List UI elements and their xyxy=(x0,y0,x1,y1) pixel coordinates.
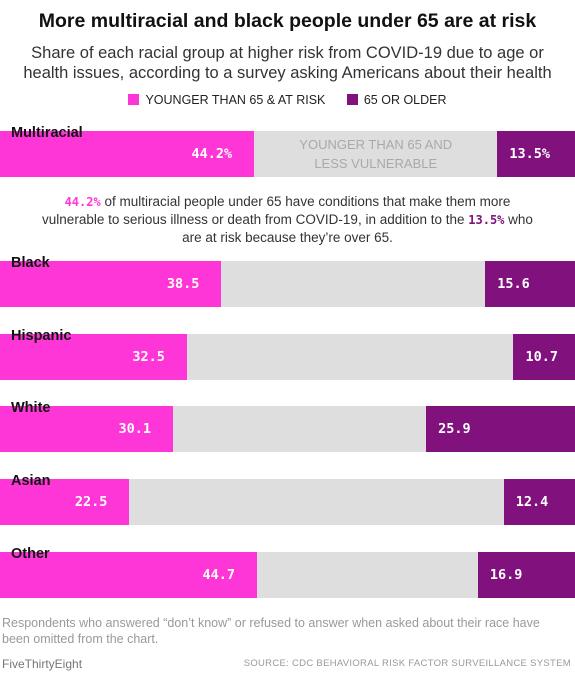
annotation-value-young: 44.2% xyxy=(64,195,101,209)
row-label-asian: Asian xyxy=(11,473,51,489)
bar-young-black xyxy=(0,261,222,307)
bar-old-asian xyxy=(503,479,575,525)
bar-young-multiracial xyxy=(0,131,255,177)
subtitle-line-1: Share of each racial group at higher ris… xyxy=(31,44,544,62)
bar-young-hispanic xyxy=(0,334,187,380)
row-label-other: Other xyxy=(11,546,50,562)
bar-track-white: 30.1 25.9 xyxy=(0,406,575,452)
bar-track-other: 44.7 16.9 xyxy=(0,552,575,598)
bar-old-hispanic xyxy=(513,334,575,380)
legend-swatch-young xyxy=(128,93,140,105)
value-label-young-multiracial: 44.2% xyxy=(191,146,233,162)
legend-swatch-old xyxy=(346,93,358,105)
bar-young-white xyxy=(0,406,174,452)
middle-label-line-2: LESS VULNERABLE xyxy=(314,156,438,171)
value-label-young-other: 44.7 xyxy=(202,567,236,583)
bar-track-black: 38.5 15.6 xyxy=(0,261,575,307)
bar-track-asian: 22.5 12.4 xyxy=(0,479,575,525)
middle-segment-label: YOUNGER THAN 65 AND LESS VULNERABLE xyxy=(254,135,497,173)
legend: YOUNGER THAN 65 & AT RISK 65 OR OLDER xyxy=(0,92,575,107)
legend-item-young: YOUNGER THAN 65 & AT RISK xyxy=(128,93,325,107)
middle-label-line-1: YOUNGER THAN 65 AND xyxy=(299,137,453,152)
chart-annotation: 44.2% of multiracial people under 65 hav… xyxy=(40,193,535,246)
value-label-young-hispanic: 32.5 xyxy=(132,349,165,365)
annotation-value-old: 13.5% xyxy=(468,213,505,227)
value-label-young-white: 30.1 xyxy=(118,421,152,437)
bar-young-other xyxy=(0,552,258,598)
bar-old-white xyxy=(426,406,575,452)
footnote: Respondents who answered “don’t know” or… xyxy=(2,616,540,646)
bar-track-multiracial: 44.2% 13.5% YOUNGER THAN 65 AND LESS VULNER… xyxy=(0,131,575,177)
legend-label-young: YOUNGER THAN 65 & AT RISK xyxy=(145,92,326,107)
bar-old-other xyxy=(477,552,575,598)
brand-logo-text: FiveThirtyEight xyxy=(2,657,83,671)
bar-old-black xyxy=(485,261,575,307)
value-label-young-black: 38.5 xyxy=(166,276,200,292)
annotation-text-2: who are at risk because they’re over 65. xyxy=(182,212,533,245)
value-label-old-multiracial: 13.5% xyxy=(509,146,551,162)
bar-old-multiracial xyxy=(497,131,575,177)
source-note: SOURCE: CDC BEHAVIORAL RISK FACTOR SURVE… xyxy=(243,658,571,669)
row-label-black: Black xyxy=(11,255,50,271)
row-label-hispanic: Hispanic xyxy=(11,328,72,344)
row-label-multiracial: Multiracial xyxy=(11,125,83,141)
legend-label-old: 65 OR OLDER xyxy=(363,92,447,107)
subtitle-line-2: health issues, according to a survey ask… xyxy=(23,64,552,82)
value-label-old-other: 16.9 xyxy=(489,567,523,583)
chart-subtitle: Share of each racial group at higher ris… xyxy=(0,43,575,83)
annotation-text-1: of multiracial people under 65 have cond… xyxy=(42,194,511,227)
chart-title: More multiracial and black people under … xyxy=(38,10,537,32)
value-label-young-asian: 22.5 xyxy=(74,494,108,510)
bar-track-hispanic: 32.5 10.7 xyxy=(0,334,575,380)
value-label-old-black: 15.6 xyxy=(497,276,530,292)
value-label-old-asian: 12.4 xyxy=(515,494,549,510)
value-label-old-white: 25.9 xyxy=(438,421,471,437)
bar-young-asian xyxy=(0,479,130,525)
legend-item-old: 65 OR OLDER xyxy=(346,92,447,107)
row-label-white: White xyxy=(11,400,51,416)
value-label-old-hispanic: 10.7 xyxy=(525,349,558,365)
